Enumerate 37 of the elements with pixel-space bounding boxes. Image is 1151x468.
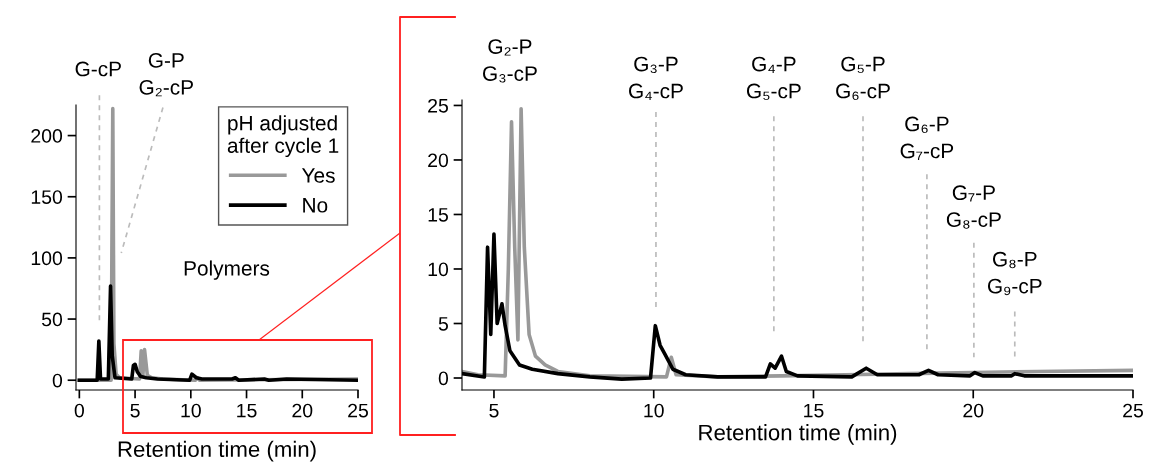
y-tick-label: 20 (428, 153, 449, 168)
x-axis-title: Retention time (min) (699, 424, 897, 445)
x-tick-label: 20 (292, 403, 313, 418)
y-tick-label: 0 (438, 371, 449, 386)
x-tick-label: 5 (489, 403, 499, 418)
x-tick-label: 20 (963, 403, 984, 418)
y-tick-label: 25 (428, 98, 448, 113)
x-tick-label: 10 (181, 403, 201, 418)
x-tick-label: 10 (644, 403, 664, 418)
x-axis-title: Retention time (min) (118, 440, 316, 462)
annotation: G₈-P G₉-cP (987, 251, 1042, 296)
y-tick-label: 100 (31, 251, 63, 266)
legend-label: No (303, 198, 328, 213)
y-tick-label: 15 (428, 208, 448, 222)
text: G₂-P G₃-cP (483, 39, 537, 83)
x-tick-label: 25 (348, 403, 368, 418)
annotation: G₆-P G₇-cP (900, 116, 954, 160)
annotation: G₄-P G₅-cP (746, 56, 801, 101)
text: G-cP (75, 61, 121, 77)
legend-title: pH adjusted after cycle 1 (227, 115, 339, 158)
text: G-P G₂-cP (139, 53, 193, 97)
annotation: G₇-P G₈-cP (946, 185, 1001, 229)
annotation: Polymers (184, 260, 270, 280)
annotation: G₅-P G₆-cP (836, 56, 890, 101)
y-tick-label: 10 (428, 262, 449, 277)
x-tick-label: 25 (1123, 403, 1143, 418)
x-tick-label: 15 (237, 403, 257, 418)
y-tick-label: 5 (438, 317, 448, 331)
y-tick-label: 50 (41, 312, 63, 327)
x-tick-label: 15 (804, 403, 824, 418)
y-tick-label: 150 (31, 190, 63, 204)
x-tick-label: 0 (74, 403, 84, 418)
legend-label: Yes (301, 168, 335, 183)
y-tick-label: 200 (31, 129, 63, 143)
y-tick-label: 0 (52, 373, 63, 388)
x-tick-label: 5 (130, 403, 140, 418)
text: G₃-P G₄-cP (629, 56, 683, 100)
